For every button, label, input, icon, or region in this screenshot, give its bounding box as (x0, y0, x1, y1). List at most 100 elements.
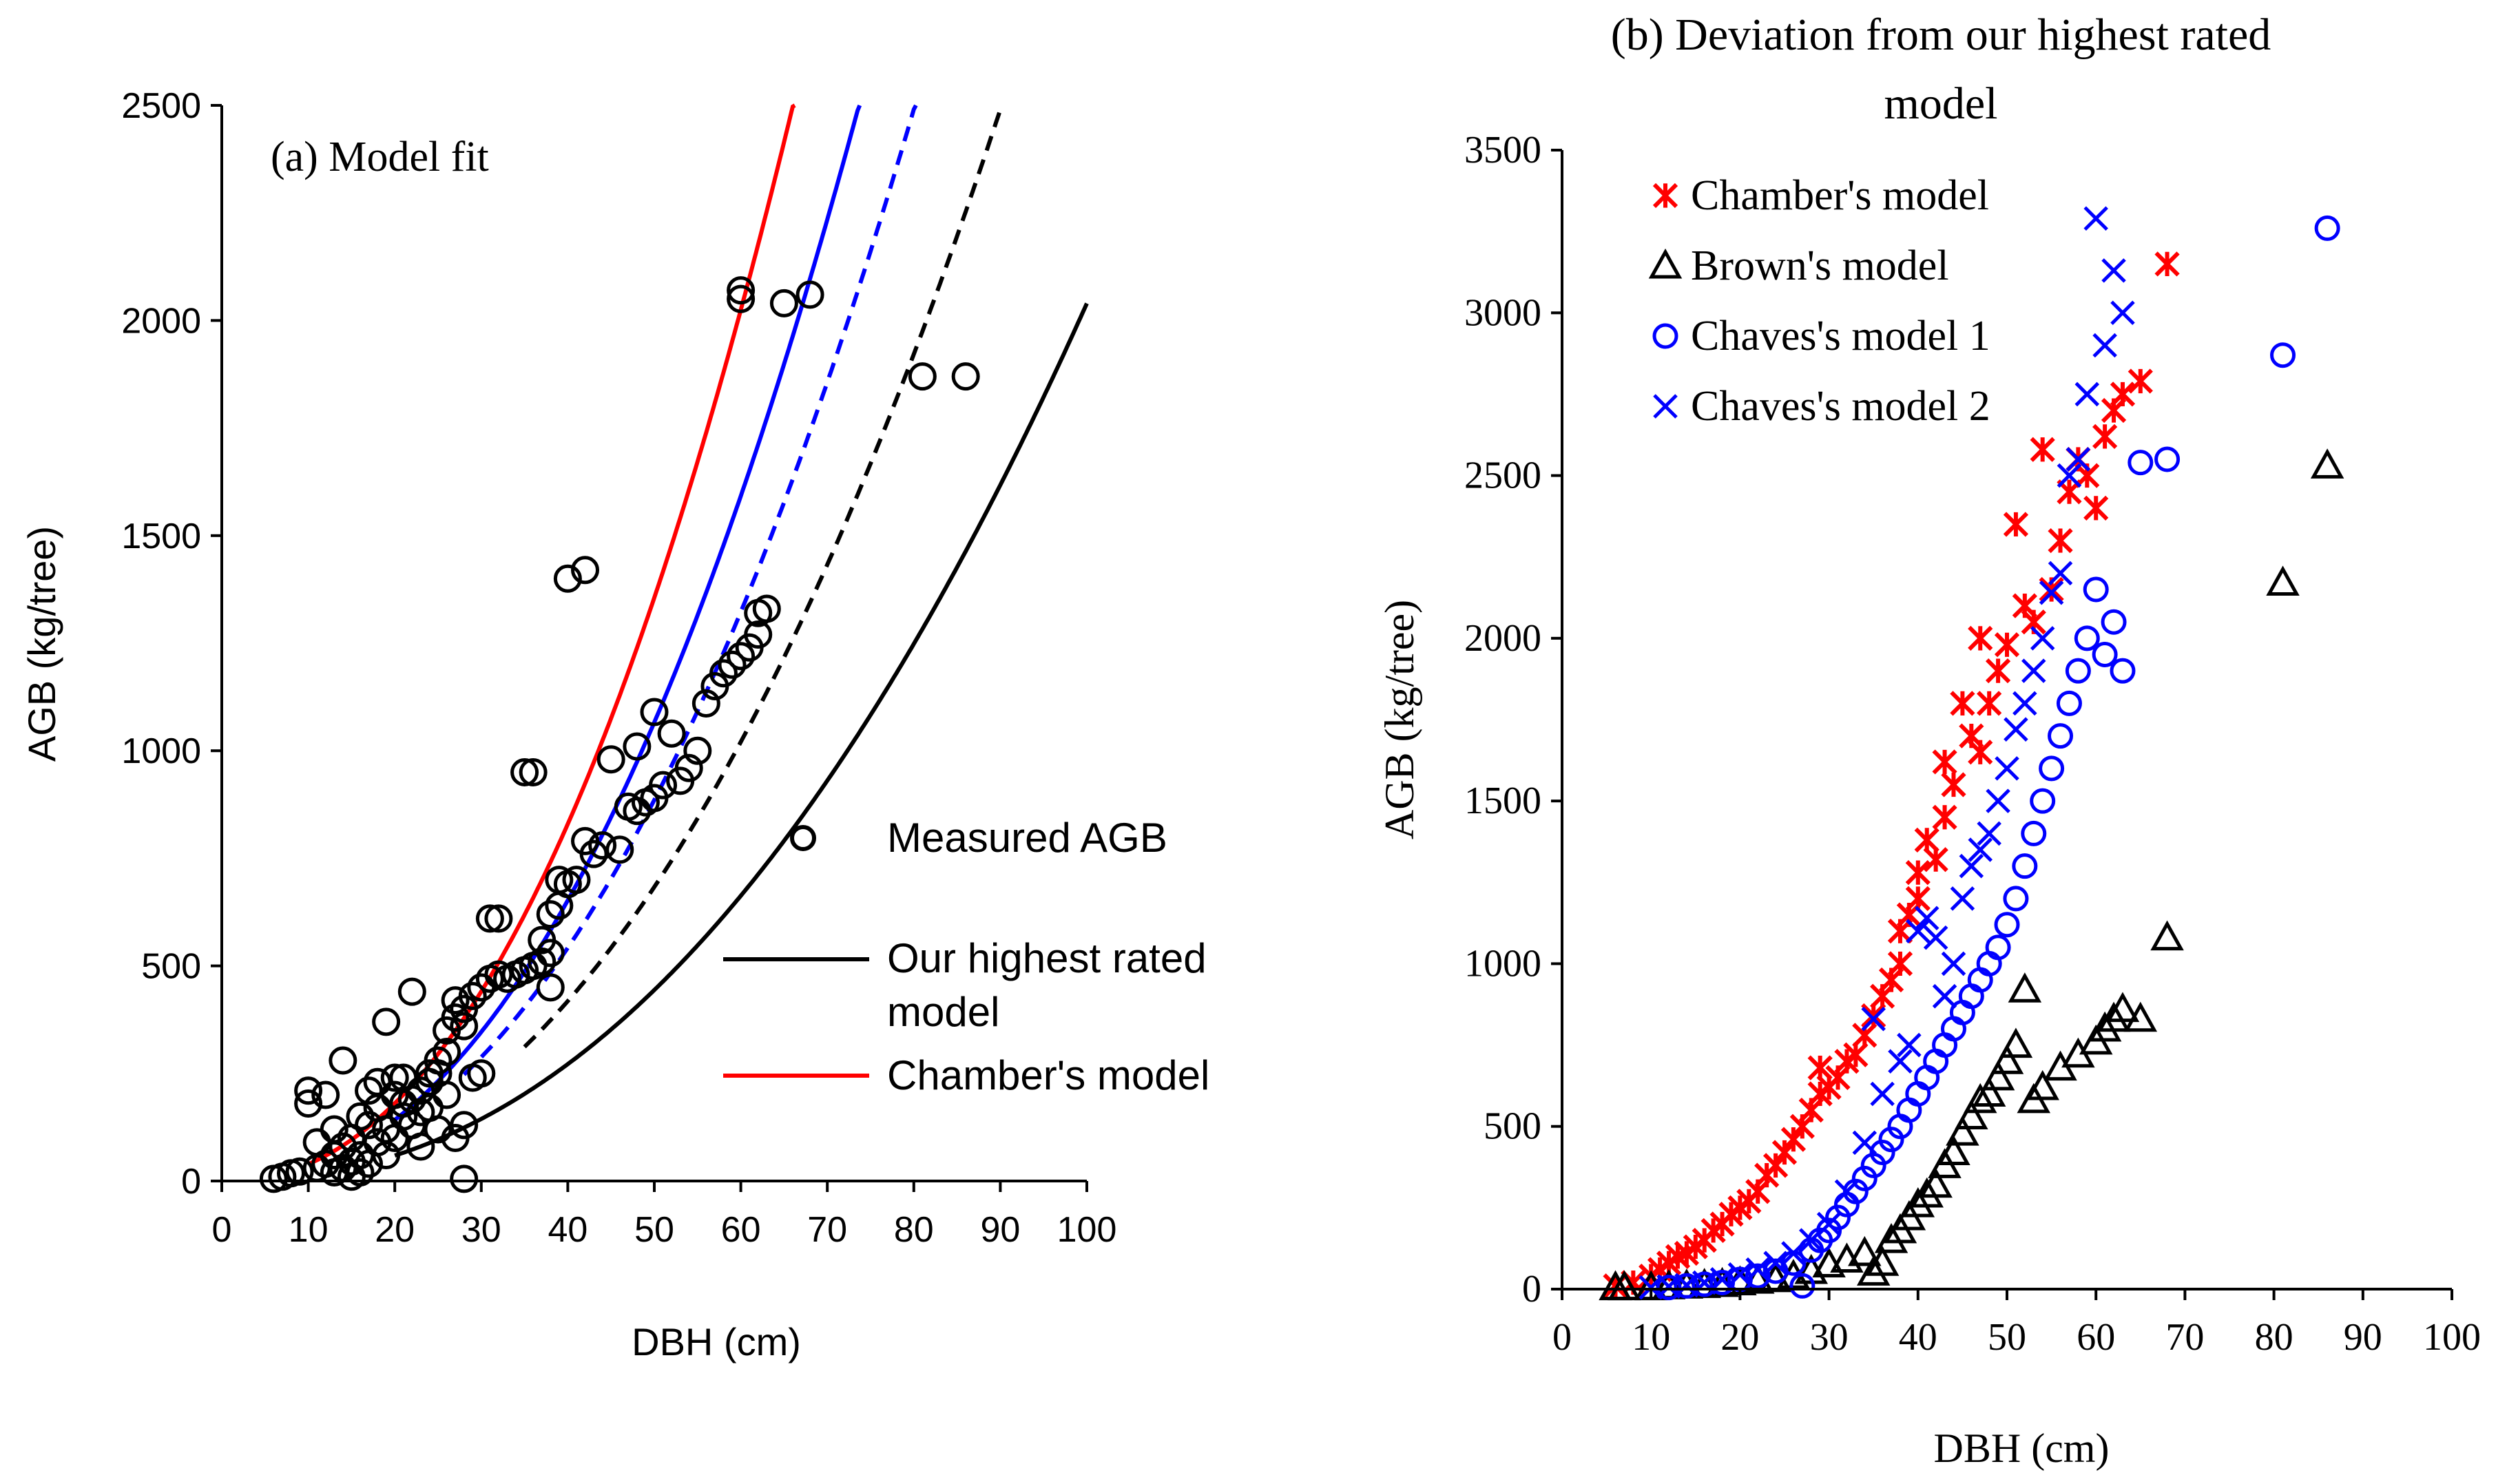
b-chart-title-line1: (b) Deviation from our highest rated (1611, 10, 2271, 60)
b-point-brown-s-model (1946, 1116, 1979, 1146)
b-point-brown-s-model (2266, 565, 2300, 596)
b-legend-label-chaves-1: Chaves's model 1 (1691, 313, 1990, 359)
b-point-chamber-s-model (2083, 495, 2109, 521)
b-point-chaves-s-model-2 (1745, 1257, 1771, 1282)
b-point-chamber-s-model (1968, 625, 1993, 651)
b-legend-markers (1648, 182, 1683, 419)
a-point-measured-agb (320, 1115, 349, 1144)
b-point-chaves-s-model-2 (2092, 333, 2117, 358)
b-point-chaves-s-model-1 (1789, 1273, 1816, 1299)
b-legend-label-chamber: Chamber's model (1691, 172, 1989, 219)
a-point-measured-agb (329, 1132, 357, 1161)
a-y-tick-label: 2000 (121, 301, 201, 341)
b-point-chaves-s-model-1 (2003, 886, 2029, 912)
panel-a-model-fit: 0 10 20 30 40 50 60 70 80 90 100 0 500 1000 1500 2000 2… (20, 86, 1209, 1363)
b-point-chaves-s-model-2 (2021, 658, 2046, 683)
b-x-tick-label: 20 (1720, 1316, 1759, 1359)
b-point-chaves-s-model-2 (1834, 1179, 1860, 1204)
b-point-chamber-s-model (1932, 804, 1957, 830)
b-point-chaves-s-model-1 (2012, 853, 2038, 879)
b-point-chaves-s-model-2 (1950, 886, 1975, 911)
a-point-measured-agb (657, 719, 686, 748)
b-point-brown-s-model (1901, 1187, 1935, 1217)
b-legend-marker-chaves-s-model-1 (1652, 323, 1678, 349)
b-x-tick-label: 10 (1632, 1316, 1670, 1359)
b-point-brown-s-model (1919, 1167, 1953, 1198)
b-point-chamber-s-model (2128, 368, 2153, 394)
b-point-chaves-s-model-1 (2092, 641, 2118, 667)
b-x-tick-label: 80 (2255, 1316, 2293, 1359)
a-point-measured-agb (380, 1063, 409, 1092)
b-point-chaves-s-model-2 (1727, 1262, 1753, 1287)
a-point-measured-agb (458, 981, 487, 1010)
a-point-measured-agb (605, 835, 634, 864)
a-point-measured-agb (683, 736, 712, 765)
b-point-brown-s-model (1972, 1076, 2006, 1107)
a-x-tick-label: 40 (548, 1210, 587, 1250)
b-point-chaves-s-model-2 (1781, 1241, 1806, 1266)
b-point-chaves-s-model-1 (1860, 1152, 1886, 1178)
b-point-chamber-s-model (1968, 740, 1993, 765)
b-point-chamber-s-model (2154, 251, 2180, 277)
b-point-chaves-s-model-1 (1745, 1263, 1771, 1289)
b-point-chaves-s-model-1 (2048, 723, 2074, 749)
b-point-chaves-s-model-2 (1852, 1130, 1877, 1156)
b-chart-title-line2: model (1884, 79, 1998, 129)
b-point-chaves-s-model-1 (1869, 1140, 1895, 1166)
a-point-measured-agb (484, 904, 513, 933)
b-y-tick-label: 500 (1484, 1105, 1541, 1148)
a-y-ticks: 0 500 1000 1500 2000 2500 (121, 86, 222, 1202)
b-point-chaves-s-model-1 (1816, 1217, 1842, 1244)
a-point-measured-agb (475, 904, 504, 933)
b-point-chaves-s-model-2 (2048, 561, 2073, 586)
a-point-measured-agb (441, 1003, 470, 1032)
b-point-chaves-s-model-2 (1941, 951, 1966, 976)
a-y-axis-label: AGB (kg/tree) (20, 526, 63, 762)
b-point-chamber-s-model (1932, 749, 1957, 775)
b-point-brown-s-model (2097, 1001, 2131, 1032)
a-point-measured-agb (562, 866, 591, 895)
b-x-tick-label: 70 (2165, 1316, 2204, 1359)
a-point-measured-agb (727, 284, 756, 313)
b-point-chaves-s-model-1 (1878, 1127, 1904, 1153)
a-point-measured-agb (588, 831, 617, 860)
a-point-measured-agb (372, 1141, 401, 1170)
b-point-brown-s-model (1937, 1135, 1970, 1166)
b-point-brown-s-model (1999, 1027, 2033, 1058)
b-point-chamber-s-model (2003, 512, 2029, 537)
a-point-measured-agb (424, 1046, 452, 1075)
a-point-measured-agb (596, 745, 625, 774)
a-model-curves (307, 103, 1089, 1167)
a-x-tick-label: 60 (721, 1210, 761, 1250)
a-legend: Measured AGB Our highest rated model Cha… (723, 815, 1209, 1098)
b-point-chaves-s-model-2 (1995, 756, 2019, 781)
b-point-chaves-s-model-2 (2110, 300, 2135, 326)
b-legend-marker-chaves-s-model-2 (1653, 394, 1678, 419)
b-point-chaves-s-model-2 (1888, 1049, 1913, 1074)
b-point-chamber-s-model (2048, 527, 2073, 554)
b-point-brown-s-model (1874, 1222, 1908, 1253)
a-point-measured-agb (908, 362, 937, 391)
b-point-chamber-s-model (1923, 847, 1948, 872)
a-curve-brown-s-model (523, 104, 1005, 1049)
b-point-chaves-s-model-2 (1977, 821, 2001, 846)
b-point-chaves-s-model-1 (1656, 1275, 1682, 1301)
b-legend-marker-chamber-s-model (1652, 182, 1678, 209)
a-x-axis-label: DBH (cm) (632, 1320, 801, 1363)
a-x-tick-label: 70 (807, 1210, 847, 1250)
a-legend-label-chamber: Chamber's model (887, 1052, 1209, 1098)
b-point-brown-s-model (1848, 1235, 1882, 1266)
b-point-chaves-s-model-2 (1763, 1251, 1788, 1275)
b-point-chaves-s-model-1 (2021, 820, 2047, 846)
b-point-chaves-s-model-1 (2056, 690, 2082, 716)
a-x-tick-label: 10 (289, 1210, 329, 1250)
b-point-chaves-s-model-1 (2110, 658, 2136, 684)
a-point-measured-agb (536, 939, 565, 968)
a-point-measured-agb (467, 1059, 496, 1088)
b-point-brown-s-model (1910, 1177, 1944, 1208)
a-curve-chaves-s-model-1 (462, 104, 918, 1076)
a-point-measured-agb (355, 1111, 384, 1140)
b-point-chaves-s-model-1 (2065, 658, 2091, 684)
b-point-chaves-s-model-1 (2039, 755, 2065, 782)
